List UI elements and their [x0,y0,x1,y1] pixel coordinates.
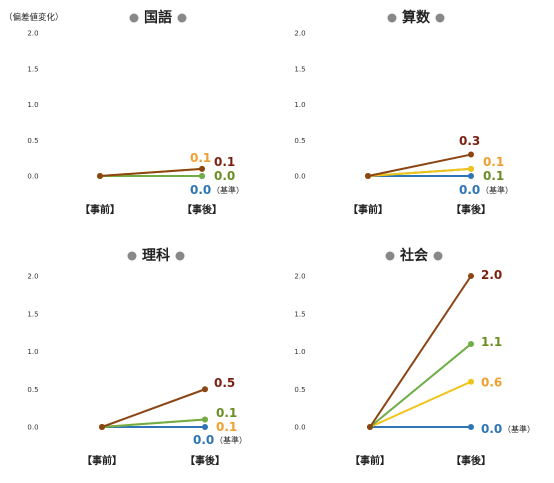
data-label-brown: 0.1 [214,155,235,169]
data-label-yellow: 0.1 [483,155,504,169]
series-line-brown [99,167,203,177]
y-tick-label: 0.0 [27,173,38,181]
data-label-green: 0.1 [216,406,237,420]
x-category-label: 【事後】 [451,203,491,216]
y-tick-label: 1.5 [294,65,305,73]
title-bullet-right [175,251,185,261]
title-bullet-right [177,13,187,23]
title-bullet-right [433,251,443,261]
data-label-brown: 0.3 [459,134,480,148]
y-tick-label: 2.0 [27,273,38,281]
data-point-green [468,340,474,347]
series-line-green [101,418,206,428]
x-category-label: 【事前】 [80,203,120,216]
data-label-blue: 0.0 [193,433,214,447]
x-category-label: 【事前】 [350,454,390,467]
baseline-note: （基準） [215,435,247,445]
y-axis-label: （偏差値変化） [4,12,64,23]
title-bullet-left [385,251,395,261]
baseline-note: （基準） [481,185,513,195]
data-point-brown [97,173,103,179]
series-line-yellow [367,167,472,177]
y-tick-label: 0.5 [27,137,38,145]
data-point-brown [199,165,205,172]
y-tick-label: 0.5 [27,386,38,394]
y-tick-label: 2.0 [294,30,305,38]
data-point-green [202,416,208,423]
data-point-blue [202,424,208,430]
chart-panel-4: 社会0.00.51.01.52.0【事前】 【事後】0.0 （基準）0.61.12.… [294,247,535,467]
x-category-label: 【事後】 [185,454,225,467]
series-line-brown [101,388,206,428]
data-label-brown: 0.5 [214,376,235,390]
title-bullet-left [127,251,137,261]
title-bullet-right [435,13,445,23]
chart-panel-2: 算数0.00.51.01.52.0【事前】 【事後】0.0 （基準）0.10.10.… [294,9,513,216]
y-tick-label: 1.0 [294,101,305,109]
data-point-brown [468,151,474,158]
chart-panel-1: 国語0.00.51.01.52.0【事前】 【事後】0.0 （基準）0.00.1 0.… [27,9,244,216]
data-point-green [199,173,205,179]
y-tick-label: 2.0 [27,30,38,38]
x-category-label: 【事前】 [82,454,122,467]
series-line-yellow [369,380,472,428]
data-point-brown [202,386,208,393]
x-category-label: 【事前】 [348,203,388,216]
data-point-brown [365,173,371,179]
data-label-yellow: 0.6 [481,376,502,390]
data-label-yellow: 0.1 [216,420,237,434]
x-category-label: 【事後】 [182,203,222,216]
data-label-yellow: 0.1 [190,151,211,165]
y-tick-label: 0.5 [294,386,305,394]
y-tick-label: 1.5 [27,310,38,318]
data-point-brown [367,424,373,430]
chart-panel-3: 理科0.00.51.01.52.0【事前】 【事後】0.0 （基準）0.10.10.… [27,247,247,467]
y-tick-label: 0.0 [27,424,38,432]
data-label-green: 0.1 [483,169,504,183]
chart-panels: 国語0.00.51.01.52.0【事前】 【事後】0.0 （基準）0.00.1 0.… [27,9,535,467]
data-point-yellow [468,378,474,385]
title-bullet-left [387,13,397,23]
data-point-brown [468,273,474,279]
chart-title: 理科 [142,247,170,264]
baseline-note: （基準） [212,185,244,195]
y-tick-label: 0.0 [294,173,305,181]
x-category-label: 【事後】 [451,454,491,467]
data-label-blue: 0.0 [481,422,502,436]
y-tick-label: 1.0 [27,348,38,356]
data-label-green: 0.0 [214,169,235,183]
series-line-green [369,343,472,428]
y-tick-label: 2.0 [294,273,305,281]
baseline-note: （基準） [503,424,535,434]
y-tick-label: 1.5 [27,65,38,73]
y-tick-label: 0.5 [294,137,305,145]
y-tick-label: 0.0 [294,424,305,432]
data-point-brown [99,424,105,430]
y-tick-label: 1.0 [294,348,305,356]
y-tick-label: 1.5 [294,310,305,318]
chart-title: 社会 [399,247,429,264]
chart-title: 国語 [144,9,172,26]
data-point-blue [468,424,474,430]
data-point-blue [468,173,474,179]
data-label-blue: 0.0 [459,183,480,197]
series-line-brown [369,275,472,428]
chart-title: 算数 [402,9,431,26]
data-point-yellow [468,165,474,172]
series-line-brown [367,153,472,177]
data-label-green: 1.1 [481,335,502,349]
y-tick-label: 1.0 [27,101,38,109]
data-label-blue: 0.0 [190,183,211,197]
title-bullet-left [129,13,139,23]
data-label-brown: 2.0 [481,268,502,282]
